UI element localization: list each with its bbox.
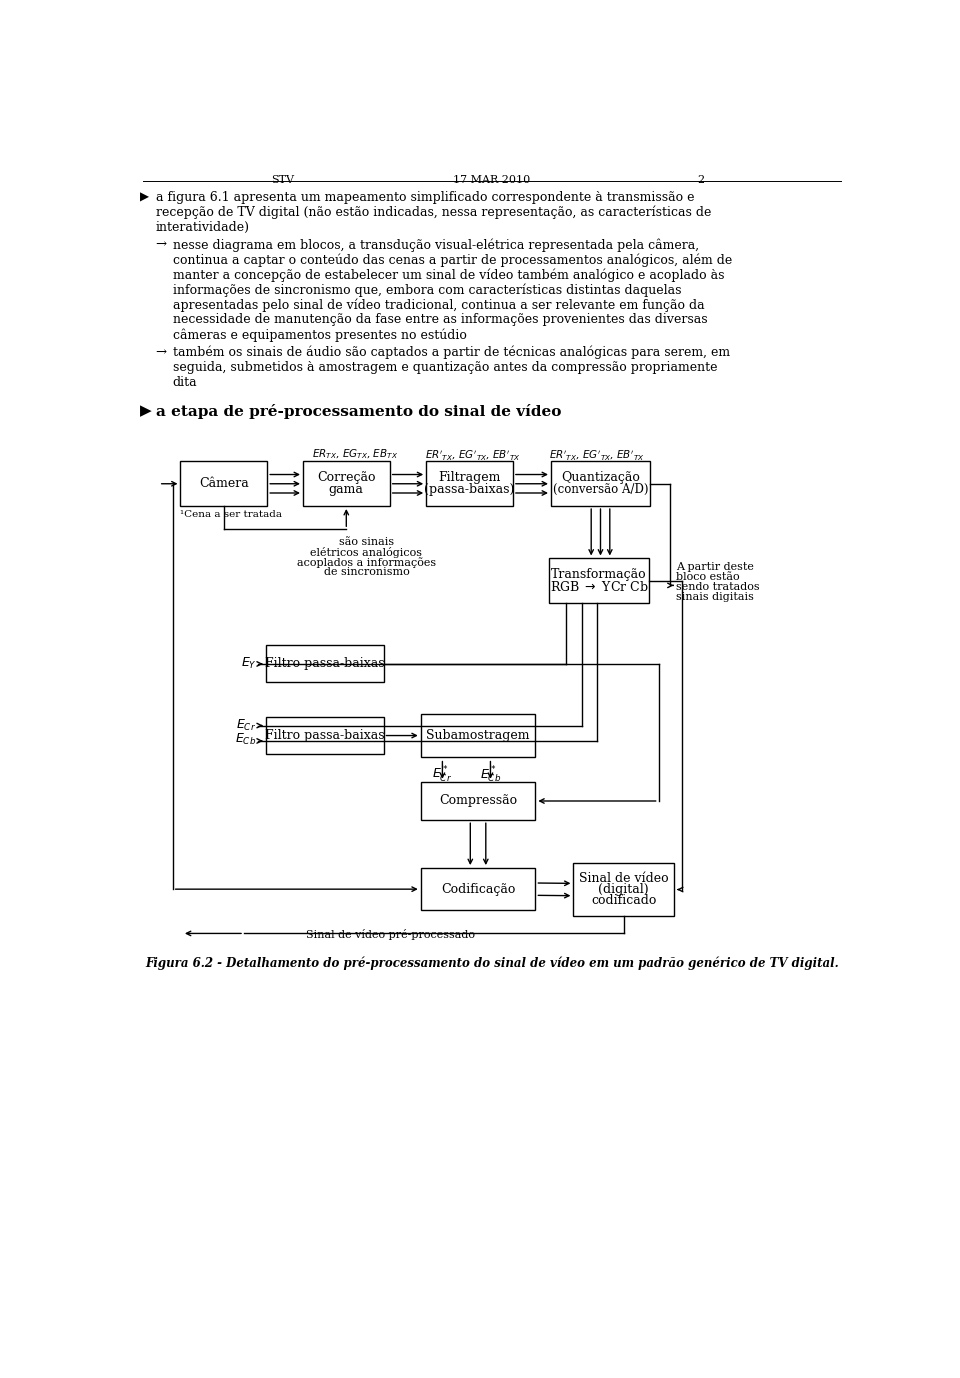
Text: ▶: ▶ xyxy=(140,405,152,419)
Text: sinais digitais: sinais digitais xyxy=(677,593,755,602)
Text: Filtragem: Filtragem xyxy=(439,471,501,484)
Text: interatividade): interatividade) xyxy=(156,220,250,234)
Text: ▶: ▶ xyxy=(140,190,149,204)
Text: nesse diagrama em blocos, a transdução visual-elétrica representada pela câmera,: nesse diagrama em blocos, a transdução v… xyxy=(173,238,699,252)
Text: $ER'_{TX}$, $EG'_{TX}$, $EB'_{TX}$: $ER'_{TX}$, $EG'_{TX}$, $EB'_{TX}$ xyxy=(424,448,520,462)
Bar xyxy=(426,462,513,506)
Text: STV: STV xyxy=(272,175,295,185)
Bar xyxy=(551,462,650,506)
Text: $ER'_{TX}$, $EG'_{TX}$, $EB'_{TX}$: $ER'_{TX}$, $EG'_{TX}$, $EB'_{TX}$ xyxy=(549,448,645,462)
Bar xyxy=(420,714,536,757)
Text: Quantização: Quantização xyxy=(561,471,640,484)
Text: Câmera: Câmera xyxy=(199,477,249,491)
Text: (passa-baixas): (passa-baixas) xyxy=(424,484,515,496)
Text: recepção de TV digital (não estão indicadas, nessa representação, as característ: recepção de TV digital (não estão indica… xyxy=(156,205,711,219)
Text: apresentadas pelo sinal de vídeo tradicional, continua a ser relevante em função: apresentadas pelo sinal de vídeo tradici… xyxy=(173,298,705,311)
Text: Compressão: Compressão xyxy=(439,795,517,808)
Bar xyxy=(266,645,383,682)
Text: elétricos analógicos: elétricos analógicos xyxy=(310,547,422,558)
Text: ¹Cena a ser tratada: ¹Cena a ser tratada xyxy=(180,510,282,520)
Text: →: → xyxy=(156,346,167,358)
Bar xyxy=(420,868,536,911)
Text: (digital): (digital) xyxy=(598,883,649,896)
Text: →: → xyxy=(156,238,167,251)
Text: $E_{Cb}$: $E_{Cb}$ xyxy=(235,732,256,747)
Text: manter a concepção de estabelecer um sinal de vídeo também analógico e acoplado : manter a concepção de estabelecer um sin… xyxy=(173,269,724,281)
Text: (conversão A/D): (conversão A/D) xyxy=(553,484,648,496)
Text: Subamostragem: Subamostragem xyxy=(426,729,530,741)
Text: gama: gama xyxy=(329,484,364,496)
Text: 2: 2 xyxy=(698,175,705,185)
Text: Filtro passa-baixas: Filtro passa-baixas xyxy=(265,657,384,671)
Text: de sincronismo: de sincronismo xyxy=(324,566,409,577)
Text: dita: dita xyxy=(173,376,198,389)
Text: codificado: codificado xyxy=(591,894,657,907)
Text: $E^*_{Cb}$: $E^*_{Cb}$ xyxy=(480,765,501,785)
Bar xyxy=(420,781,536,820)
Text: $E_{Cr}$: $E_{Cr}$ xyxy=(236,718,256,733)
Bar xyxy=(549,558,649,604)
Text: $E_Y$: $E_Y$ xyxy=(241,656,256,671)
Text: Sinal de vídeo: Sinal de vídeo xyxy=(579,872,668,885)
Text: $E^*_{Cr}$: $E^*_{Cr}$ xyxy=(432,765,452,785)
Text: A partir deste: A partir deste xyxy=(677,562,755,572)
Text: sendo tratados: sendo tratados xyxy=(677,583,760,593)
Text: também os sinais de áudio são captados a partir de técnicas analógicas para sere: também os sinais de áudio são captados a… xyxy=(173,346,730,360)
Bar xyxy=(180,462,267,506)
Text: Filtro passa-baixas: Filtro passa-baixas xyxy=(265,729,384,741)
Text: seguida, submetidos à amostragem e quantização antes da compressão propriamente: seguida, submetidos à amostragem e quant… xyxy=(173,361,717,373)
Text: $ER_{TX}$, $EG_{TX}$, $EB_{TX}$: $ER_{TX}$, $EG_{TX}$, $EB_{TX}$ xyxy=(312,448,398,462)
Text: bloco estão: bloco estão xyxy=(677,572,740,583)
Bar xyxy=(573,864,674,916)
Text: acoplados a informações: acoplados a informações xyxy=(297,557,436,568)
Text: a etapa de pré-processamento do sinal de vídeo: a etapa de pré-processamento do sinal de… xyxy=(156,405,561,419)
Text: Sinal de vídeo pré-processado: Sinal de vídeo pré-processado xyxy=(306,929,475,940)
Text: Figura 6.2 - Detalhamento do pré-processamento do sinal de vídeo em um padrão ge: Figura 6.2 - Detalhamento do pré-process… xyxy=(145,956,839,970)
Text: RGB $\rightarrow$ YCr Cb: RGB $\rightarrow$ YCr Cb xyxy=(550,580,648,594)
Text: informações de sincronismo que, embora com características distintas daquelas: informações de sincronismo que, embora c… xyxy=(173,282,682,296)
Text: câmeras e equipamentos presentes no estúdio: câmeras e equipamentos presentes no estú… xyxy=(173,328,467,342)
Text: continua a captar o conteúdo das cenas a partir de processamentos analógicos, al: continua a captar o conteúdo das cenas a… xyxy=(173,254,732,266)
Text: são sinais: são sinais xyxy=(339,537,394,547)
Bar xyxy=(266,717,383,754)
Bar xyxy=(303,462,390,506)
Text: 17 MAR 2010: 17 MAR 2010 xyxy=(453,175,531,185)
Text: Correção: Correção xyxy=(317,471,375,484)
Text: a figura 6.1 apresenta um mapeamento simplificado correspondente à transmissão e: a figura 6.1 apresenta um mapeamento sim… xyxy=(156,190,694,204)
Text: Transformação: Transformação xyxy=(551,568,647,582)
Text: Codificação: Codificação xyxy=(441,883,516,896)
Text: necessidade de manutenção da fase entre as informações provenientes das diversas: necessidade de manutenção da fase entre … xyxy=(173,313,708,327)
